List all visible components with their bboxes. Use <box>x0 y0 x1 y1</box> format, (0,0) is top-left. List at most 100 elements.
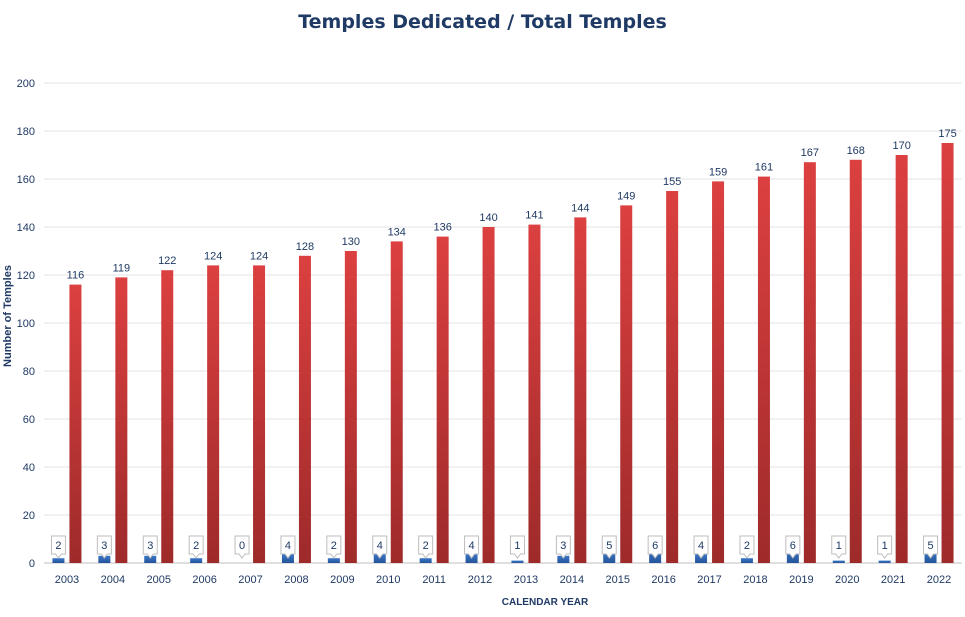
total-value-label: 119 <box>113 262 131 274</box>
x-tick-label: 2009 <box>330 574 354 586</box>
bar-total <box>895 155 908 563</box>
total-value-label: 124 <box>250 250 268 262</box>
y-tick-label: 180 <box>17 126 35 138</box>
callout-box <box>647 535 663 559</box>
callout-box <box>96 535 112 559</box>
dedicated-value-label: 6 <box>790 540 796 552</box>
total-value-label: 124 <box>204 250 222 262</box>
dedicated-value-callout: 0 <box>234 535 250 559</box>
dedicated-value-label: 2 <box>744 540 750 552</box>
bar-dedicated <box>511 560 524 563</box>
callout-box <box>877 535 893 559</box>
x-tick-label: 2003 <box>55 574 79 586</box>
callout-box <box>739 535 755 559</box>
x-tick-label: 2017 <box>697 574 721 586</box>
bar-dedicated <box>144 555 157 563</box>
dedicated-value-callout: 6 <box>785 535 801 559</box>
bar-total <box>298 255 311 564</box>
y-tick-label: 40 <box>23 462 35 474</box>
total-value-label: 167 <box>801 147 819 159</box>
bar-total <box>803 162 816 563</box>
x-tick-label: 2021 <box>881 574 905 586</box>
dedicated-value-callout: 6 <box>647 535 663 559</box>
callout-box <box>693 535 709 559</box>
dedicated-value-callout: 2 <box>418 535 434 559</box>
callout-box <box>372 535 388 559</box>
total-value-label: 168 <box>847 145 865 157</box>
total-value-label: 149 <box>617 190 635 202</box>
dedicated-value-callout: 3 <box>96 535 112 559</box>
y-tick-label: 140 <box>17 222 35 234</box>
dedicated-value-callout: 2 <box>739 535 755 559</box>
dedicated-value-callout: 2 <box>188 535 204 559</box>
bar-dedicated <box>832 560 845 563</box>
dedicated-value-callout: 1 <box>509 535 525 559</box>
total-value-label: 141 <box>525 210 543 222</box>
bar-total <box>253 265 266 563</box>
dedicated-value-label: 4 <box>468 540 474 552</box>
total-value-label: 116 <box>67 270 85 282</box>
callout-box <box>280 535 296 559</box>
dedicated-value-callout: 2 <box>326 535 342 559</box>
dedicated-value-callout: 4 <box>693 535 709 559</box>
x-tick-label: 2008 <box>284 574 308 586</box>
bar-dedicated <box>740 558 753 563</box>
bar-dedicated <box>52 558 65 563</box>
dedicated-value-callout: 3 <box>555 535 571 559</box>
bar-total <box>528 224 541 563</box>
x-tick-label: 2019 <box>789 574 813 586</box>
x-tick-label: 2022 <box>927 574 951 586</box>
y-tick-label: 0 <box>29 558 35 570</box>
dedicated-value-label: 4 <box>698 540 704 552</box>
dedicated-value-label: 5 <box>606 540 612 552</box>
total-value-label: 144 <box>571 202 589 214</box>
callout-box <box>785 535 801 559</box>
total-value-label: 122 <box>158 255 176 267</box>
bar-dedicated <box>327 558 340 563</box>
y-tick-label: 80 <box>23 366 35 378</box>
total-value-label: 128 <box>296 241 314 253</box>
dedicated-value-label: 1 <box>514 540 520 552</box>
bar-dedicated <box>557 555 570 563</box>
x-tick-label: 2020 <box>835 574 859 586</box>
dedicated-value-label: 4 <box>377 540 383 552</box>
dedicated-value-label: 0 <box>239 540 245 552</box>
x-tick-label: 2014 <box>560 574 584 586</box>
x-tick-label: 2015 <box>606 574 630 586</box>
bar-total <box>941 143 954 563</box>
bar-total <box>161 270 174 563</box>
total-value-label: 159 <box>709 166 727 178</box>
x-axis-label: CALENDAR YEAR <box>501 597 589 608</box>
dedicated-value-callout: 2 <box>50 535 66 559</box>
callout-box <box>509 535 525 559</box>
x-tick-label: 2016 <box>651 574 675 586</box>
x-tick-label: 2006 <box>192 574 216 586</box>
total-value-label: 130 <box>342 236 360 248</box>
y-tick-label: 200 <box>17 78 35 90</box>
callout-box <box>142 535 158 559</box>
dedicated-value-callout: 3 <box>142 535 158 559</box>
x-tick-label: 2013 <box>514 574 538 586</box>
x-tick-label: 2004 <box>101 574 125 586</box>
total-value-label: 134 <box>388 226 406 238</box>
x-tick-label: 2007 <box>238 574 262 586</box>
dedicated-value-label: 2 <box>193 540 199 552</box>
x-tick-label: 2012 <box>468 574 492 586</box>
bar-total <box>574 217 587 563</box>
dedicated-value-label: 6 <box>652 540 658 552</box>
callout-box <box>50 535 66 559</box>
dedicated-value-label: 2 <box>55 540 61 552</box>
dedicated-value-callout: 4 <box>464 535 480 559</box>
callout-box <box>464 535 480 559</box>
y-tick-label: 100 <box>17 318 35 330</box>
callout-box <box>923 535 939 559</box>
dedicated-value-label: 1 <box>836 540 842 552</box>
bar-dedicated <box>190 558 203 563</box>
y-tick-label: 20 <box>23 510 35 522</box>
x-tick-label: 2011 <box>422 574 446 586</box>
x-tick-label: 2005 <box>147 574 171 586</box>
dedicated-value-callout: 5 <box>601 535 617 559</box>
bar-total <box>849 159 862 564</box>
dedicated-value-label: 3 <box>101 540 107 552</box>
callout-box <box>188 535 204 559</box>
